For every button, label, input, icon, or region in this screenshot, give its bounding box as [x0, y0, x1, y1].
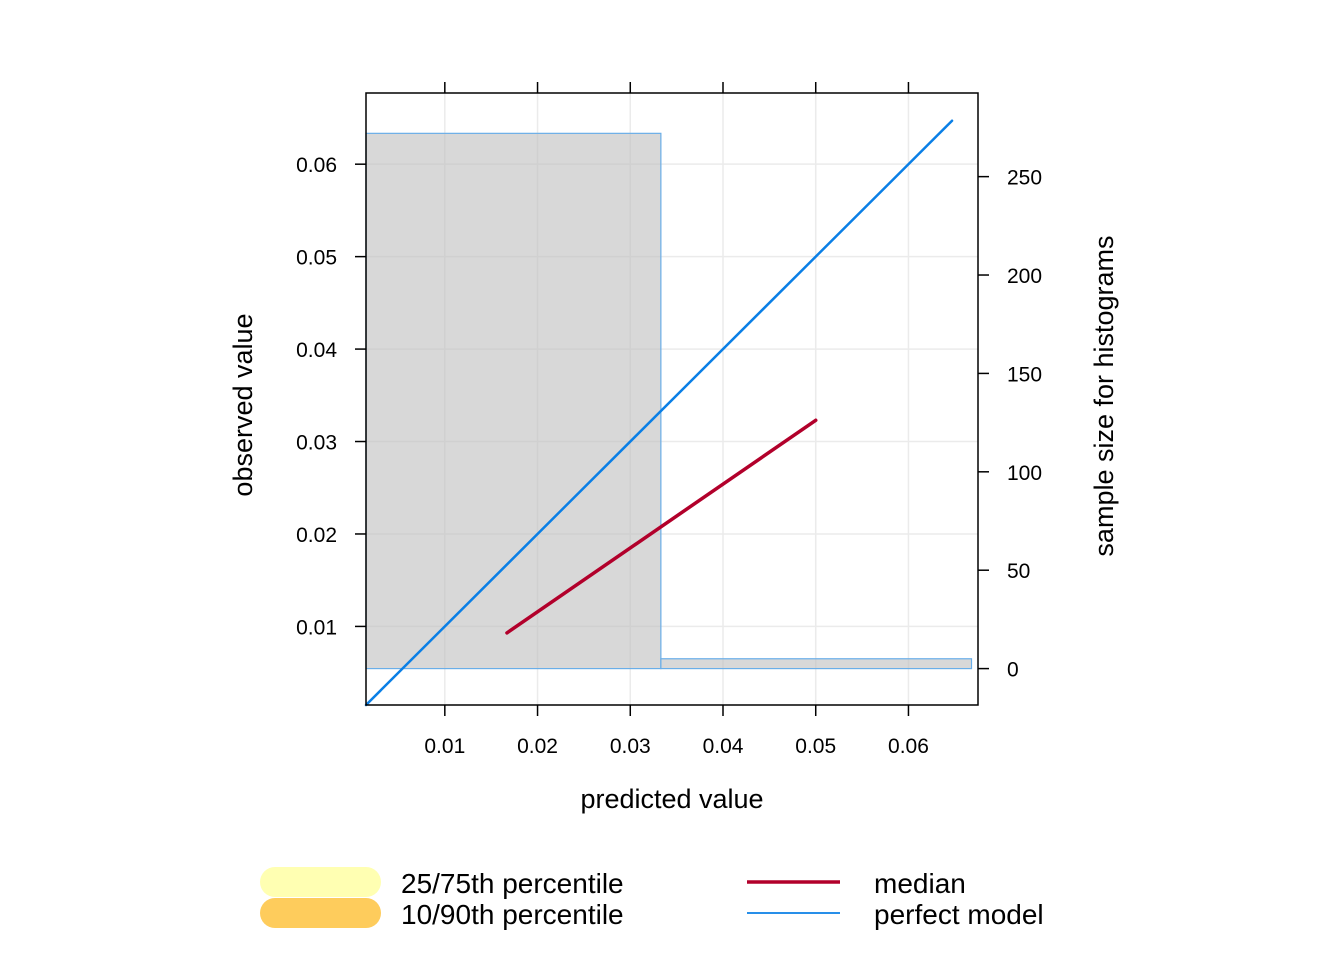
y2-tick-label-1: 50 [1007, 560, 1030, 583]
legend-label-25-75: 25/75th percentile [401, 868, 624, 899]
series-lines [364, 119, 954, 707]
legend-swatch-25-75 [260, 867, 381, 897]
y-tick-label-0: 0.01 [296, 616, 337, 639]
legend: 25/75th percentile 10/90th percentile me… [260, 867, 1044, 930]
y2-tick-label-5: 250 [1007, 167, 1042, 190]
series-line-median [505, 418, 818, 635]
y2-tick-label-4: 200 [1007, 265, 1042, 288]
legend-label-median: median [874, 868, 966, 899]
y-tick-label-3: 0.04 [296, 339, 337, 362]
y2-tick-label-2: 100 [1007, 462, 1042, 485]
plot-frame [365, 92, 979, 706]
axes: 0.01 0.02 0.03 0.04 0.05 0.06 0.01 0.02 0.03 0.04… [296, 82, 1042, 758]
x-tick-label-2: 0.03 [610, 735, 651, 758]
x-axis-title: predicted value [580, 784, 763, 814]
y-axis-title: observed value [228, 313, 258, 496]
y-tick-label-1: 0.02 [296, 524, 337, 547]
x-tick-label-4: 0.05 [795, 735, 836, 758]
y2-tick-label-0: 0 [1007, 659, 1019, 682]
y-tick-label-4: 0.05 [296, 247, 337, 270]
y2-axis-title: sample size for histograms [1089, 235, 1119, 556]
y-tick-label-2: 0.03 [296, 432, 337, 455]
x-tick-label-5: 0.06 [888, 735, 929, 758]
legend-swatch-10-90 [260, 898, 381, 928]
x-tick-label-3: 0.04 [703, 735, 744, 758]
x-tick-label-1: 0.02 [517, 735, 558, 758]
legend-label-10-90: 10/90th percentile [401, 899, 624, 930]
y-tick-label-5: 0.06 [296, 154, 337, 177]
histogram [365, 132, 973, 670]
x-tick-label-0: 0.01 [424, 735, 465, 758]
histogram-bar-0 [365, 132, 662, 670]
legend-label-perfect-model: perfect model [874, 899, 1044, 930]
y2-tick-label-3: 150 [1007, 363, 1042, 386]
series-line-perfect-model [364, 119, 954, 707]
histogram-bar-1 [660, 658, 973, 670]
